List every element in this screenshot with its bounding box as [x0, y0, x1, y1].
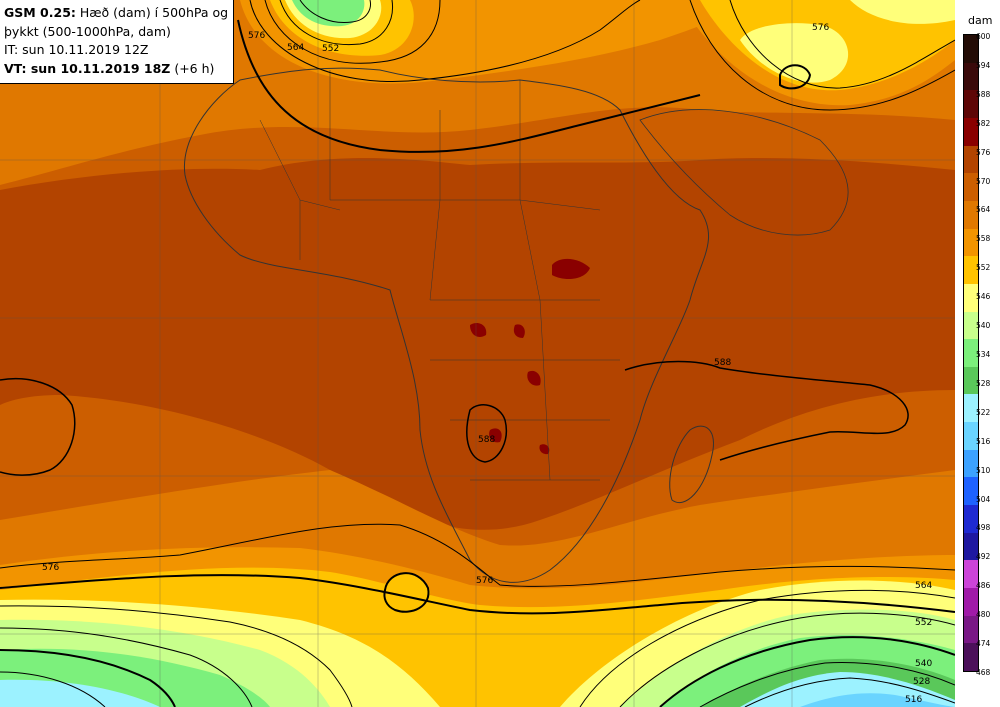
legend-tick-label: 492	[976, 552, 991, 562]
legend-tick-label: 540	[976, 321, 991, 331]
contour-label: 576	[248, 31, 265, 41]
legend-unit: dam	[968, 14, 993, 27]
legend-swatch	[964, 366, 978, 395]
legend-swatch	[964, 560, 978, 589]
legend-tick-label: 552	[976, 263, 991, 273]
legend-tick-label: 528	[976, 378, 991, 388]
contour-label: 588	[714, 358, 731, 368]
contour-label: 552	[915, 618, 932, 628]
contour-label: 528	[913, 677, 930, 687]
valid-time: VT: sun 10.11.2019 18Z	[4, 60, 171, 76]
legend-swatch	[964, 200, 978, 230]
legend-swatch	[964, 117, 978, 147]
legend-swatch	[964, 283, 978, 312]
color-scale-bar	[963, 34, 979, 672]
legend-tick-label: 570	[976, 176, 991, 186]
legend-swatch	[964, 643, 978, 672]
title-line-2: þykkt (500-1000hPa, dam)	[4, 23, 171, 39]
legend-tick-label: 588	[976, 89, 991, 99]
legend-tick-label: 582	[976, 118, 991, 128]
valid-offset: (+6 h)	[170, 60, 215, 76]
legend-tick-label: 558	[976, 234, 991, 244]
legend-tick-label: 576	[976, 147, 991, 157]
contour-label: 564	[915, 581, 932, 591]
map-info-box: GSM 0.25: Hæð (dam) í 500hPa og þykkt (5…	[0, 0, 234, 84]
legend-swatch	[964, 90, 978, 119]
legend-swatch	[964, 256, 978, 285]
legend-swatch	[964, 35, 978, 64]
title-text: Hæð (dam) í 500hPa og	[75, 5, 229, 20]
legend-tick-label: 534	[976, 350, 991, 359]
legend-swatch	[964, 394, 978, 423]
contour-label: 540	[915, 659, 932, 669]
legend-swatch	[964, 449, 978, 478]
legend-tick-label: 474	[976, 639, 991, 649]
contour-label: 552	[322, 44, 339, 54]
legend-tick-label: 498	[976, 523, 991, 533]
legend-tick-label: 522	[976, 407, 991, 417]
contour-label: 576	[476, 576, 493, 586]
legend-tick-label: 564	[976, 205, 991, 215]
legend-swatch	[964, 477, 978, 506]
legend-swatch	[964, 145, 978, 174]
contour-label: 576	[42, 563, 59, 573]
title-line: GSM 0.25: Hæð (dam) í 500hPa og	[4, 4, 233, 23]
legend-tick-label: 480	[976, 610, 991, 620]
model-name: GSM 0.25:	[4, 5, 76, 20]
contour-label: 516	[905, 695, 922, 705]
legend-swatch	[964, 422, 978, 451]
legend-swatch	[964, 615, 978, 644]
legend-tick-label: 546	[976, 292, 991, 302]
legend-swatch	[964, 311, 978, 340]
legend-swatch	[964, 62, 978, 91]
legend-swatch	[964, 532, 978, 561]
legend-tick-label: 600	[976, 32, 991, 41]
valid-time-line: VT: sun 10.11.2019 18Z (+6 h)	[4, 60, 233, 79]
legend-tick-label: 486	[976, 581, 991, 591]
legend-tick-label: 510	[976, 465, 991, 475]
contour-label: 564	[287, 43, 304, 53]
legend-swatch	[964, 339, 978, 368]
legend-swatch	[964, 228, 978, 257]
legend-tick-label: 504	[976, 494, 991, 504]
legend-tick-label: 516	[976, 436, 991, 446]
legend-tick-label: 594	[976, 60, 991, 70]
legend-swatch	[964, 588, 978, 617]
init-time: IT: sun 10.11.2019 12Z	[4, 42, 149, 57]
weather-map[interactable]: 576 564 552 576 588 588 576 576 564 552 …	[0, 0, 955, 707]
contour-label: 588	[478, 435, 495, 445]
legend-swatch	[964, 505, 978, 534]
contour-label: 576	[812, 23, 829, 33]
legend-tick-label: 468	[976, 668, 991, 677]
legend-swatch	[964, 173, 978, 202]
